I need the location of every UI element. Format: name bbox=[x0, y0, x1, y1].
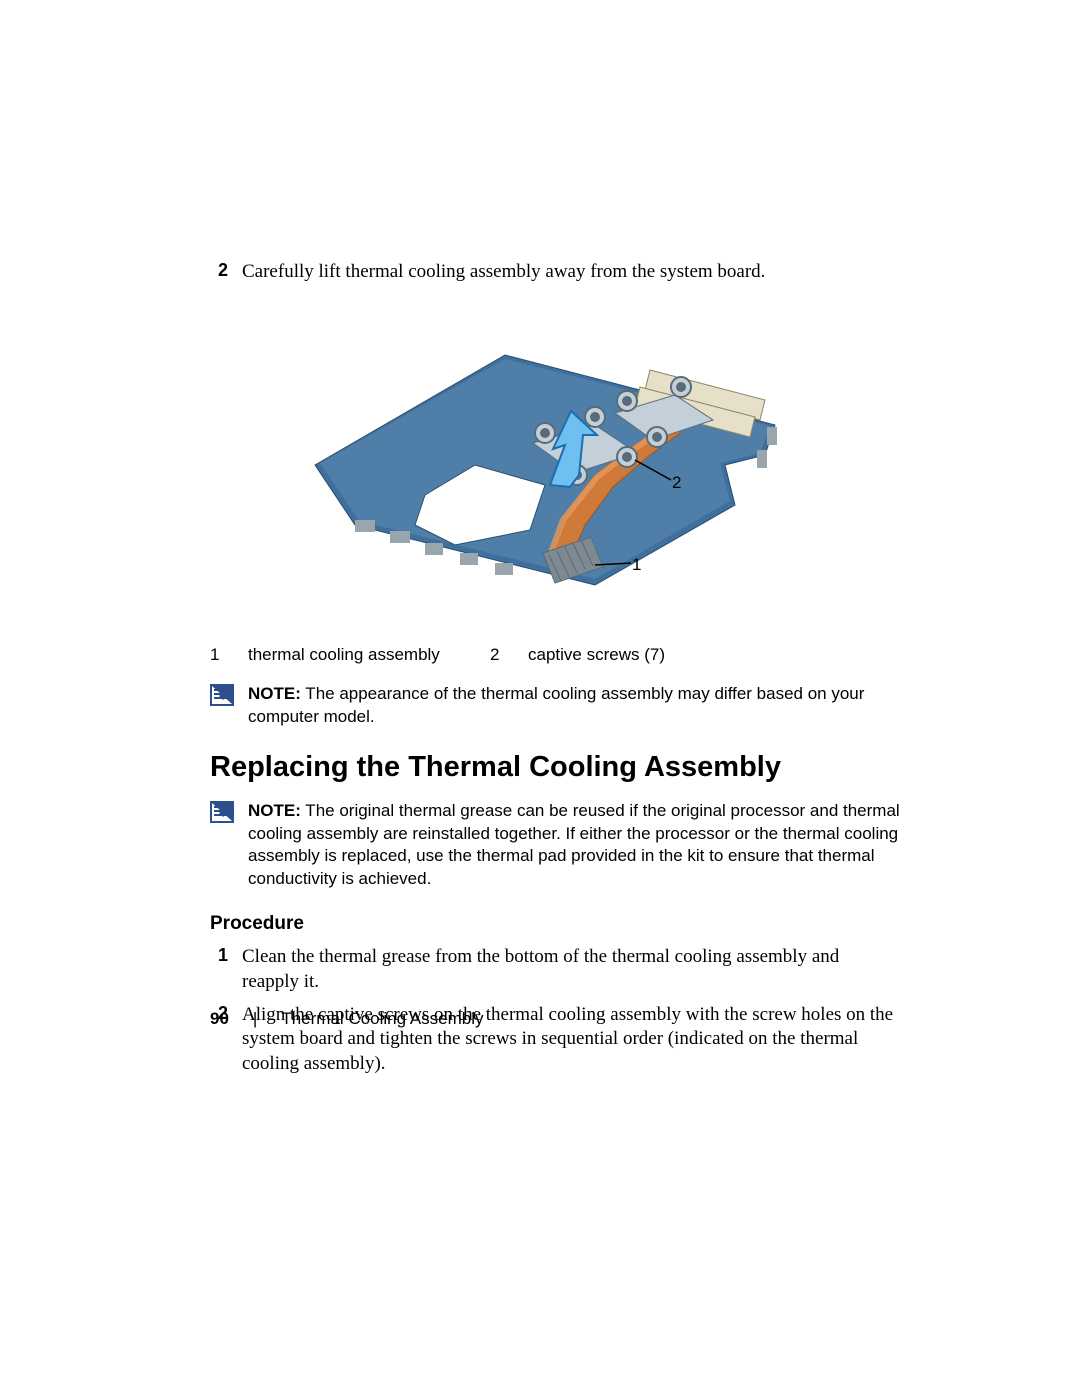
section-heading: Replacing the Thermal Cooling Assembly bbox=[210, 751, 900, 784]
legend-item: 2 captive screws (7) bbox=[490, 645, 665, 665]
system-board-illustration bbox=[295, 315, 815, 615]
step-number: 1 bbox=[210, 945, 228, 994]
note-block: NOTE: The appearance of the thermal cool… bbox=[210, 683, 900, 729]
note-body: The original thermal grease can be reuse… bbox=[248, 801, 900, 889]
footer-title: Thermal Cooling Assembly bbox=[281, 1009, 483, 1029]
note-icon bbox=[210, 801, 234, 823]
note-text: NOTE: The original thermal grease can be… bbox=[248, 800, 900, 892]
legend-label: captive screws (7) bbox=[528, 645, 665, 665]
legend-item: 1 thermal cooling assembly bbox=[210, 645, 490, 665]
legend-num: 1 bbox=[210, 645, 222, 665]
note-label: NOTE: bbox=[248, 684, 301, 703]
page-footer: 90 | Thermal Cooling Assembly bbox=[210, 1009, 484, 1029]
footer-separator: | bbox=[253, 1009, 257, 1029]
note-block: NOTE: The original thermal grease can be… bbox=[210, 800, 900, 892]
procedure-step: 1 Clean the thermal grease from the bott… bbox=[210, 945, 900, 994]
note-body: The appearance of the thermal cooling as… bbox=[248, 684, 864, 726]
procedure-heading: Procedure bbox=[210, 913, 900, 935]
step-number: 2 bbox=[210, 260, 228, 285]
callout-1: 1 bbox=[632, 555, 641, 575]
legend-label: thermal cooling assembly bbox=[248, 645, 440, 665]
figure-system-board: 1 2 bbox=[210, 315, 900, 625]
removal-step: 2 Carefully lift thermal cooling assembl… bbox=[210, 260, 900, 285]
page-number: 90 bbox=[210, 1009, 229, 1029]
legend-num: 2 bbox=[490, 645, 502, 665]
note-icon bbox=[210, 684, 234, 706]
step-text: Clean the thermal grease from the bottom… bbox=[242, 945, 900, 994]
note-label: NOTE: bbox=[248, 801, 301, 820]
manual-page: 2 Carefully lift thermal cooling assembl… bbox=[0, 0, 1080, 1397]
figure-legend: 1 thermal cooling assembly 2 captive scr… bbox=[210, 645, 900, 665]
note-text: NOTE: The appearance of the thermal cool… bbox=[248, 683, 900, 729]
step-text: Carefully lift thermal cooling assembly … bbox=[242, 260, 765, 285]
callout-2: 2 bbox=[672, 473, 681, 493]
